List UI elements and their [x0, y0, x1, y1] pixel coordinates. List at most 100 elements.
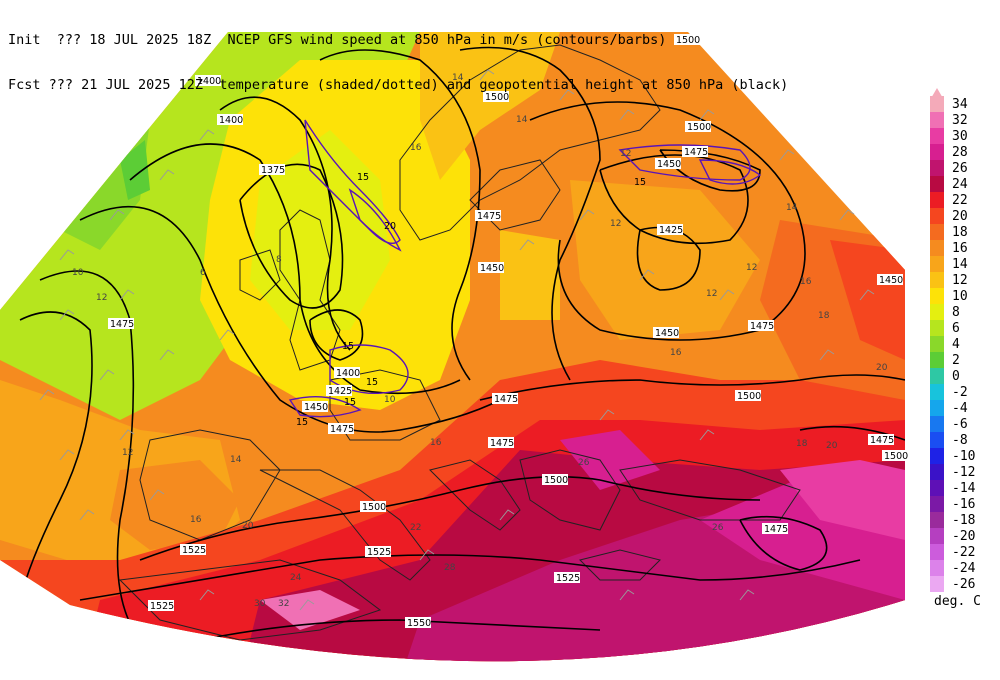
legend-level: 30: [930, 128, 990, 144]
temp-label: 6: [200, 268, 206, 278]
height-label: 1450: [655, 328, 679, 339]
height-label: 1450: [657, 159, 681, 170]
legend-label: -14: [952, 481, 976, 496]
wind-label: 15: [366, 377, 378, 388]
temp-label: 16: [670, 348, 682, 358]
legend-label: 12: [952, 273, 968, 288]
legend-swatch: [930, 496, 944, 512]
legend-level: 10: [930, 288, 990, 304]
legend-swatch: [930, 176, 944, 192]
init-line: Init ??? 18 JUL 2025 18Z NCEP GFS wind s…: [8, 32, 667, 48]
legend-swatch: [930, 432, 944, 448]
legend-swatch: [930, 400, 944, 416]
legend-label: -4: [952, 401, 968, 416]
height-label: 1500: [544, 475, 568, 486]
legend-label: 8: [952, 305, 960, 320]
wind-label: 15: [296, 417, 308, 428]
legend-level: 12: [930, 272, 990, 288]
temp-label: 20: [826, 441, 838, 451]
fcst-line: Fcst ??? 21 JUL 2025 12Z temperature (sh…: [8, 77, 789, 93]
legend-label: -10: [952, 449, 976, 464]
temp-label: 8: [276, 255, 282, 265]
legend-level: 26: [930, 160, 990, 176]
legend-level: 20: [930, 208, 990, 224]
temp-label: 32: [278, 599, 289, 609]
temp-label: 18: [796, 439, 808, 449]
legend-label: 26: [952, 161, 968, 176]
legend-label: 18: [952, 225, 968, 240]
legend-swatch: [930, 192, 944, 208]
legend-label: 10: [952, 289, 968, 304]
legend-swatch: [930, 272, 944, 288]
height-label: 1475: [750, 321, 774, 332]
legend-level: -6: [930, 416, 990, 432]
legend-label: 32: [952, 113, 968, 128]
legend-level: 14: [930, 256, 990, 272]
legend-swatch: [930, 352, 944, 368]
temp-label: 12: [122, 448, 133, 458]
height-label: 1525: [150, 601, 174, 612]
temp-label: 14: [516, 115, 528, 125]
legend-swatch: [930, 368, 944, 384]
legend-label: 0: [952, 369, 960, 384]
legend-label: 34: [952, 97, 968, 112]
legend-label: 20: [952, 209, 968, 224]
height-label: 1500: [884, 451, 908, 462]
temp-label: 16: [800, 277, 812, 287]
legend-level: 16: [930, 240, 990, 256]
temp-label: 16: [430, 438, 442, 448]
height-label: 1400: [197, 76, 221, 87]
temp-label: 10: [384, 395, 396, 405]
height-label: 1475: [870, 435, 894, 446]
legend-level: -18: [930, 512, 990, 528]
height-label: 1425: [328, 386, 352, 397]
height-label: 1475: [494, 394, 518, 405]
temp-label-group: 14 16 14 12 12 12 12 14 16 16 18 20 8 10…: [72, 73, 888, 609]
legend-swatch: [930, 384, 944, 400]
temp-label: 22: [410, 523, 421, 533]
temp-label: 18: [818, 311, 830, 321]
wind-label: 15: [357, 172, 369, 183]
legend-swatch: [930, 416, 944, 432]
legend-swatch: [930, 224, 944, 240]
legend-swatch: [930, 480, 944, 496]
legend-label: -12: [952, 465, 976, 480]
legend-swatch: [930, 256, 944, 272]
height-label: 1475: [477, 211, 501, 222]
temp-label: 28: [444, 563, 456, 573]
legend-level: 32: [930, 112, 990, 128]
legend-swatch: [930, 560, 944, 576]
legend-label: 6: [952, 321, 960, 336]
height-label: 1500: [362, 502, 386, 513]
legend-level: -12: [930, 464, 990, 480]
legend-label: 4: [952, 337, 960, 352]
legend-level: -10: [930, 448, 990, 464]
temp-label: 10: [72, 268, 84, 278]
legend-label: -26: [952, 577, 976, 592]
legend-swatch: [930, 512, 944, 528]
legend-label: -2: [952, 385, 968, 400]
wind-label: 20: [384, 221, 396, 232]
height-label: 1475: [110, 319, 134, 330]
coastlines: [118, 44, 801, 641]
legend-swatch: [930, 336, 944, 352]
legend-level: -8: [930, 432, 990, 448]
height-label: 1475: [490, 438, 514, 449]
temp-label: 14: [786, 203, 798, 213]
legend-level: -20: [930, 528, 990, 544]
legend-level: -14: [930, 480, 990, 496]
height-label: 1525: [182, 545, 206, 556]
temp-label: 12: [610, 219, 621, 229]
height-label: 1550: [407, 618, 431, 629]
wind-label: 15: [344, 397, 356, 408]
legend-level: 2: [930, 352, 990, 368]
legend-level: -2: [930, 384, 990, 400]
temp-label: 12: [706, 289, 717, 299]
height-label: 1450: [304, 402, 328, 413]
legend-level: 34: [930, 96, 990, 112]
legend-label: 2: [952, 353, 960, 368]
height-label: 1500: [485, 92, 509, 103]
legend-swatch: [930, 96, 944, 112]
legend-level: 0: [930, 368, 990, 384]
